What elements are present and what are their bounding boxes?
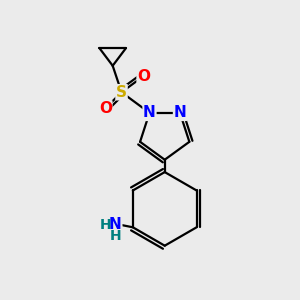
Text: N: N [109,218,122,232]
Text: S: S [116,85,127,100]
Text: H: H [100,218,111,232]
Text: O: O [99,101,112,116]
Text: H: H [110,229,121,242]
Text: N: N [174,105,186,120]
Text: N: N [143,105,156,120]
Text: O: O [137,68,150,83]
Text: N: N [109,218,122,232]
